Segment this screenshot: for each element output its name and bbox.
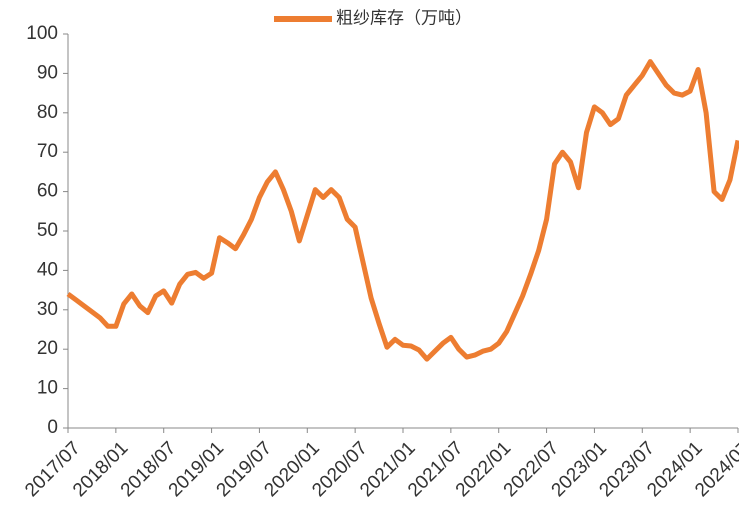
y-tick-label: 60 <box>37 181 58 202</box>
y-tick-label: 40 <box>37 259 58 280</box>
y-tick-label: 10 <box>37 378 58 399</box>
y-tick-label: 50 <box>37 220 58 241</box>
legend-label: 粗纱库存（万吨） <box>336 8 472 27</box>
y-tick-label: 100 <box>26 23 58 44</box>
y-tick-label: 20 <box>37 338 58 359</box>
y-tick-label: 70 <box>37 141 58 162</box>
y-tick-label: 0 <box>47 417 58 438</box>
y-tick-label: 80 <box>37 102 58 123</box>
y-tick-label: 30 <box>37 299 58 320</box>
line-series <box>66 59 739 362</box>
y-tick-label: 90 <box>37 62 58 83</box>
